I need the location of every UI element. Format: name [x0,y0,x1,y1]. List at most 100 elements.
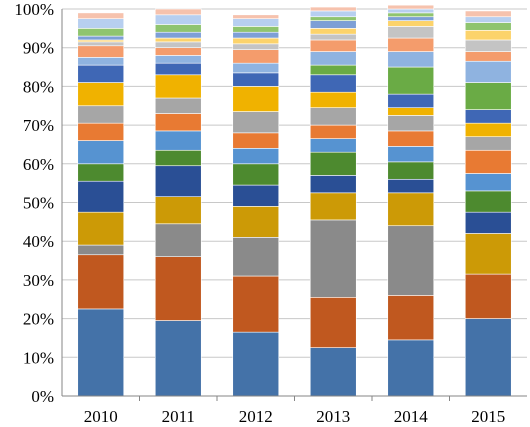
bar-segment [464,122,512,138]
bar-segment [232,43,280,50]
bar-segment [77,244,125,256]
y-tick-label: 0% [31,387,54,406]
bar-segment [464,211,512,234]
y-tick-label: 90% [23,39,54,58]
bar-segment [309,64,357,76]
bar-segment [464,29,512,41]
bar-segment [232,148,280,165]
bar-segment [154,24,202,33]
bar-segment [309,28,357,35]
bar-segment [309,10,357,18]
bar-segment [232,331,280,397]
axes [61,9,527,401]
bar-segment [232,206,280,238]
bar-segment [232,86,280,112]
bar-segment [464,60,512,83]
bar-segment [77,211,125,246]
bar-segment [387,4,435,10]
bar-segment [309,192,357,221]
x-tick-label: 2013 [316,407,350,426]
bar-segment [309,6,357,12]
bar-segment [77,82,125,107]
bar-segment [387,161,435,180]
bar-segment [387,12,435,18]
bar-segment [232,26,280,33]
bar-segment [387,66,435,95]
bar-segment [464,233,512,275]
bar-segment [77,12,125,19]
bar-segment [464,51,512,62]
bar-segment [77,105,125,124]
bar-segment [154,74,202,99]
bar-segment [464,82,512,110]
bar-segment [464,273,512,319]
bar-segment [464,109,512,124]
bar-segment [387,146,435,163]
bar-segment [154,149,202,167]
bar-segment [387,8,435,14]
bar-segment [77,163,125,182]
bar-segment [232,275,280,333]
bar-segment [77,122,125,141]
bar-segment [154,130,202,151]
bar-segment [77,254,125,310]
bar-segment [154,97,202,114]
bar-segment [154,196,202,225]
bar-segment [154,14,202,25]
y-tick-label: 50% [23,194,54,213]
bar-segment [309,51,357,66]
bar-segment [309,219,357,298]
bar-segment [309,138,357,153]
bar-segment [77,45,125,58]
bar-segment [232,18,280,27]
bar-segment [387,130,435,147]
bar-segment [309,33,357,41]
bar-segment [309,16,357,21]
x-tick-label: 2010 [84,407,118,426]
bar-segment [154,47,202,56]
y-tick-label: 100% [14,0,54,19]
bar-segment [232,184,280,207]
bar-segment [77,18,125,29]
bar-segment [154,165,202,197]
bar-segment [309,91,357,108]
y-tick-label: 70% [23,116,54,135]
bar-segment [77,41,125,47]
bar-segment [464,149,512,174]
bar-segment [309,74,357,93]
bar-segment [154,55,202,64]
bar-segment [464,190,512,213]
y-tick-label: 80% [23,77,54,96]
bar-segment [154,113,202,132]
bar-segment [232,132,280,149]
bar-segment [154,37,202,43]
bars [77,4,512,397]
x-tick-label: 2015 [471,407,505,426]
x-tick-label: 2011 [162,407,195,426]
bar-segment [309,297,357,348]
bar-segment [387,26,435,39]
x-tick-labels: 2010 2011 2012 2013 2014 2015 [84,407,506,426]
bar-segment [154,62,202,76]
bar-segment [387,192,435,227]
bar-segment [387,225,435,296]
x-tick-label: 2012 [239,407,273,426]
bar-segment [77,64,125,83]
bar-segment [309,107,357,126]
y-tick-label: 10% [23,348,54,367]
bar-segment [232,62,280,74]
bar-segment [77,35,125,41]
bar-segment [154,8,202,16]
bar-segment [154,41,202,49]
bar-segment [309,39,357,52]
bar-segment [309,175,357,194]
bar-segment [232,37,280,45]
bar-segment [309,151,357,176]
bar-segment [154,223,202,257]
bar-segment [232,72,280,87]
bar-segment [387,37,435,52]
bar-segment [387,93,435,108]
bar-segment [154,256,202,321]
bar-segment [464,16,512,23]
